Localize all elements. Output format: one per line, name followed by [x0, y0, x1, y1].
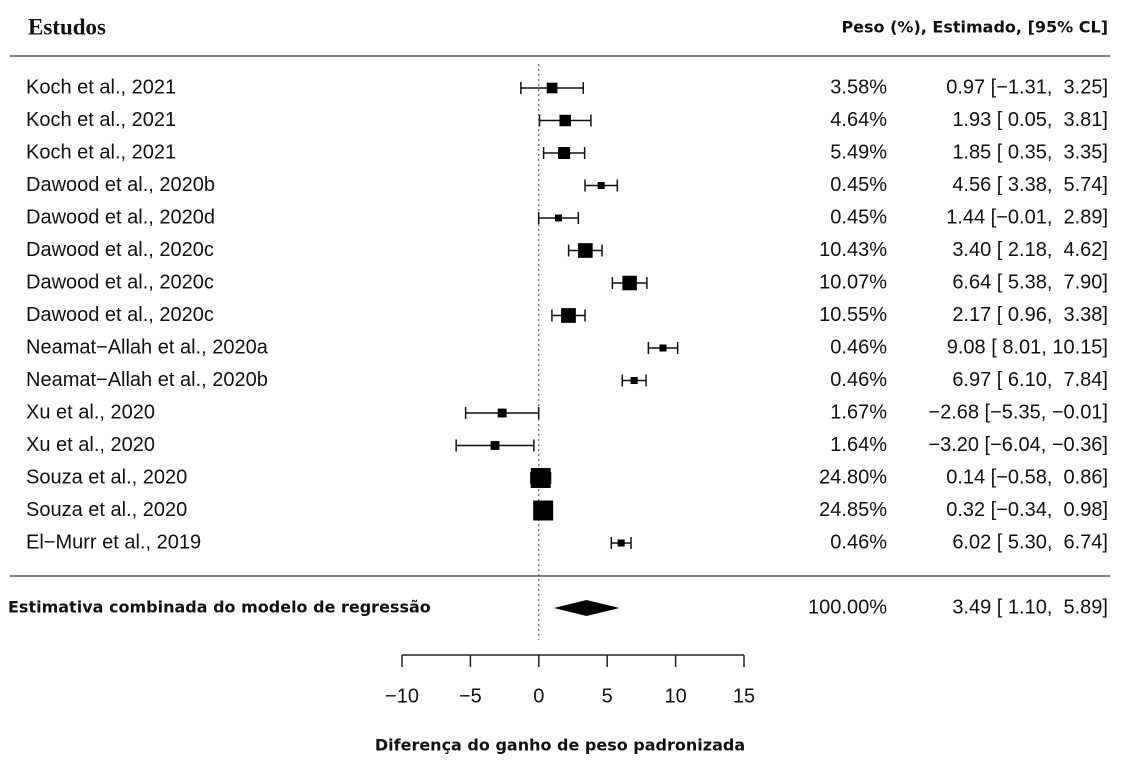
estimate-square [622, 275, 637, 291]
pooled-label: Estimativa combinada do modelo de regres… [8, 598, 431, 617]
estimate-label: 1.93 [ 0.05, 3.81] [952, 109, 1108, 131]
estimate-square [659, 344, 667, 352]
estimate-label: −2.68 [−5.35, −0.01] [928, 401, 1108, 423]
pooled-diamond [553, 600, 620, 616]
estimate-label: 9.08 [ 8.01, 10.15] [947, 336, 1108, 358]
weight-label: 1.64% [830, 434, 887, 456]
weight-label: 10.55% [819, 304, 887, 326]
weight-label: 24.85% [819, 499, 887, 521]
estimate-label: 4.56 [ 3.38, 5.74] [952, 174, 1108, 196]
weight-label: 10.07% [819, 271, 887, 293]
study-label: Dawood et al., 2020c [26, 304, 214, 326]
x-tick-label: −5 [459, 685, 482, 707]
weight-label: 1.67% [830, 401, 887, 423]
estimate-label: 0.97 [−1.31, 3.25] [946, 76, 1108, 98]
x-tick-label: 5 [602, 685, 613, 707]
x-tick-label: −10 [385, 685, 419, 707]
study-label: Neamat−Allah et al., 2020b [26, 369, 268, 391]
weight-label: 24.80% [819, 466, 887, 488]
chart-title: Estudos [28, 14, 106, 39]
study-label: Dawood et al., 2020c [26, 271, 214, 293]
column-header: Peso (%), Estimado, [95% CL] [841, 18, 1108, 37]
study-label: Souza et al., 2020 [26, 499, 187, 521]
study-label: Xu et al., 2020 [26, 434, 155, 456]
study-label: Dawood et al., 2020c [26, 239, 214, 261]
estimate-label: 1.44 [−0.01, 2.89] [946, 206, 1108, 228]
estimate-square [497, 408, 507, 418]
weight-label: 0.46% [830, 336, 887, 358]
study-label: El−Murr et al., 2019 [26, 531, 201, 553]
estimate-label: 3.40 [ 2.18, 4.62] [952, 239, 1108, 261]
weight-label: 0.45% [830, 174, 887, 196]
x-axis-label: Diferença do ganho de peso padronizada [375, 736, 745, 755]
estimate-square [559, 114, 571, 127]
estimate-label: 0.32 [−0.34, 0.98] [946, 499, 1108, 521]
estimate-label: 2.17 [ 0.96, 3.38] [952, 304, 1108, 326]
x-tick-label: 15 [733, 685, 755, 707]
study-label: Souza et al., 2020 [26, 466, 187, 488]
estimate-square [597, 181, 605, 190]
estimate-square [530, 468, 551, 488]
estimate-label: 6.64 [ 5.38, 7.90] [952, 271, 1108, 293]
estimate-label: −3.20 [−6.04, −0.36] [928, 434, 1108, 456]
study-label: Xu et al., 2020 [26, 401, 155, 423]
x-tick-label: 10 [664, 685, 686, 707]
weight-label: 3.58% [830, 76, 887, 98]
x-tick-label: 0 [533, 685, 544, 707]
study-label: Koch et al., 2021 [26, 109, 176, 131]
estimate-square [561, 308, 576, 323]
estimate-label: 0.14 [−0.58, 0.86] [946, 466, 1108, 488]
weight-label: 5.49% [830, 141, 887, 163]
study-label: Neamat−Allah et al., 2020a [26, 336, 269, 358]
weight-label: 4.64% [830, 109, 887, 131]
study-label: Dawood et al., 2020b [26, 174, 215, 196]
estimate-label: 6.02 [ 5.30, 6.74] [952, 531, 1108, 553]
estimate-label: 6.97 [ 6.10, 7.84] [952, 369, 1108, 391]
weight-label: 0.46% [830, 531, 887, 553]
estimate-label: 1.85 [ 0.35, 3.35] [952, 141, 1108, 163]
estimate-square [533, 500, 554, 521]
estimate-square [617, 539, 625, 547]
study-label: Koch et al., 2021 [26, 141, 176, 163]
pooled-estimate: 3.49 [ 1.10, 5.89] [952, 596, 1108, 618]
study-label: Dawood et al., 2020d [26, 206, 215, 228]
estimate-square [554, 214, 563, 222]
estimate-square [546, 82, 558, 94]
weight-label: 0.46% [830, 369, 887, 391]
weight-label: 0.45% [830, 206, 887, 228]
estimate-square [558, 146, 571, 160]
estimate-square [630, 376, 638, 385]
estimate-square [577, 243, 593, 258]
pooled-weight: 100.00% [808, 596, 887, 618]
estimate-square [490, 441, 500, 450]
weight-label: 10.43% [819, 239, 887, 261]
study-label: Koch et al., 2021 [26, 76, 176, 98]
